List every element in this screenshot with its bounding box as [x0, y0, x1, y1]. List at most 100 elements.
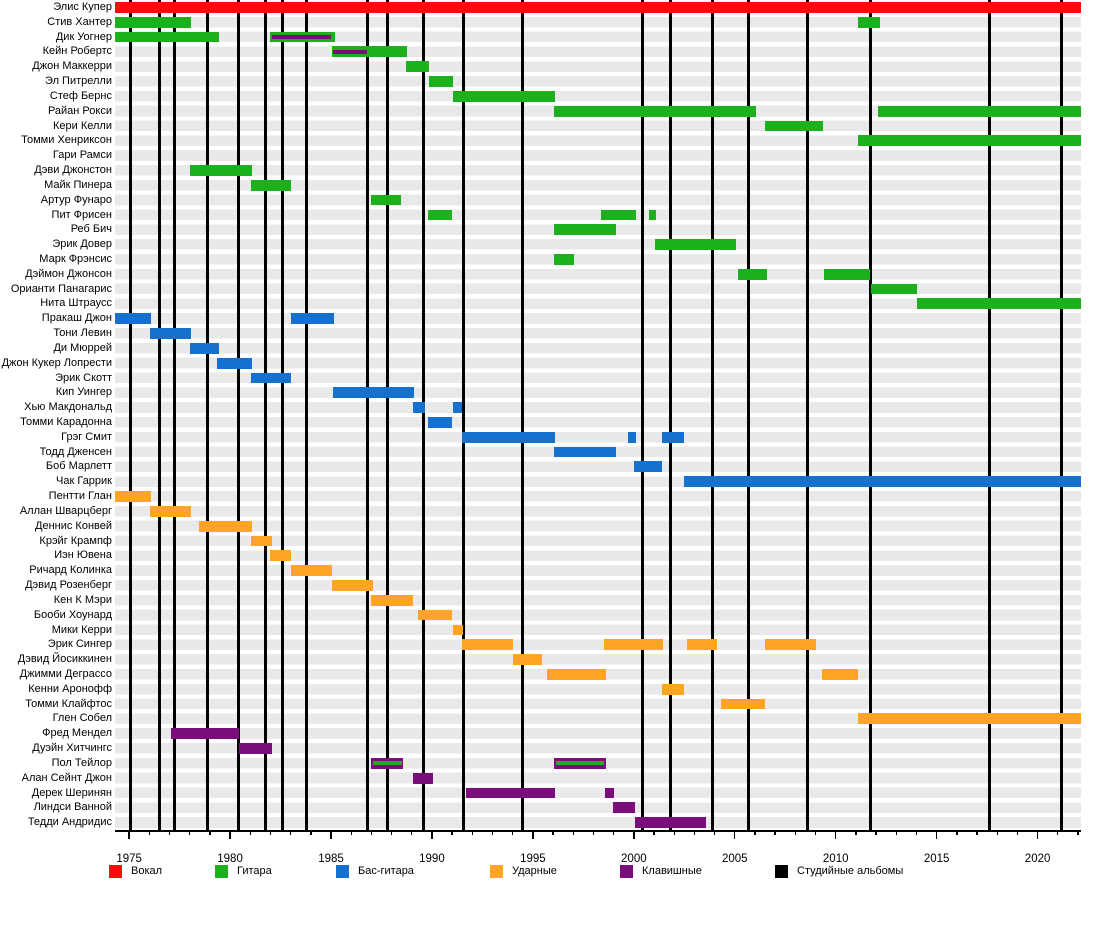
album-line	[305, 0, 309, 830]
member-label: Аллан Шварцберг	[19, 504, 112, 517]
timeline-bar-drums	[821, 668, 858, 680]
legend-label: Студийные альбомы	[797, 865, 904, 877]
member-label: Реб Бич	[70, 223, 112, 236]
member-label: Деннис Конвей	[35, 519, 112, 532]
member-label: Крэйг Крампф	[39, 534, 112, 547]
axis-major-tick	[431, 831, 433, 839]
timeline-bar-guitar	[737, 268, 768, 280]
album-line	[157, 0, 161, 830]
axis-minor-tick	[855, 831, 857, 835]
member-label: Джон Маккерри	[32, 60, 112, 73]
axis-minor-tick	[451, 831, 453, 835]
album-line	[987, 0, 991, 830]
timeline-bar-bass	[554, 446, 616, 458]
member-label: Тони Левин	[53, 327, 112, 340]
timeline-bar-keyboards	[412, 772, 433, 784]
axis-minor-tick	[976, 831, 978, 835]
axis-major-tick	[734, 831, 736, 839]
timeline-bar-drums	[270, 550, 291, 562]
axis-minor-tick	[572, 831, 574, 835]
axis-minor-tick	[693, 831, 696, 835]
axis-minor-tick	[552, 831, 554, 835]
album-line	[173, 0, 177, 830]
timeline-bar-guitar	[823, 268, 871, 280]
member-label: Томми Карадонна	[20, 416, 112, 428]
legend: Вокал Гитара Бас-гитара Ударные Клавишные Сту…	[0, 862, 1100, 886]
member-label: Дэймон Джонсон	[25, 267, 112, 280]
legend-swatch-vocals	[109, 865, 122, 878]
timeline-bar-keyboards	[612, 802, 635, 814]
timeline-bar-guitar	[554, 224, 616, 236]
member-label: Дэви Джонстон	[34, 164, 112, 177]
member-label: Марк Фрэнсис	[39, 252, 112, 265]
timeline-bar-keyboards	[371, 757, 403, 769]
axis-major-tick	[229, 831, 231, 839]
timeline-bar-guitar	[427, 209, 453, 221]
member-label: Грэг Смит	[61, 430, 112, 443]
timeline-bar-bass	[189, 342, 219, 354]
axis-minor-tick	[1057, 831, 1059, 835]
timeline-bar-bass	[462, 431, 556, 443]
timeline-bar-guitar	[115, 31, 219, 43]
timeline-bar-bass	[627, 431, 636, 443]
timeline-bar-guitar	[917, 298, 1081, 310]
timeline-bar-bass	[251, 372, 291, 384]
axis-minor-tick	[491, 831, 494, 835]
member-label: Кенни Аронофф	[28, 682, 112, 695]
axis-minor-tick	[653, 831, 655, 835]
timeline-bar-guitar	[600, 209, 636, 221]
album-line	[206, 0, 210, 830]
timeline-bar-guitar	[251, 179, 291, 191]
legend-label: Вокал	[131, 865, 163, 877]
axis-minor-tick	[996, 831, 998, 835]
timeline-bar-keyboards	[554, 757, 606, 769]
timeline-bar-guitar	[857, 135, 1081, 147]
timeline-bar-keyboards	[466, 787, 556, 799]
timeline-bar-drums	[720, 698, 766, 710]
second-instrument-stripe	[556, 761, 604, 766]
timeline-bar-bass	[427, 417, 453, 428]
legend-label: Клавишные	[642, 865, 702, 877]
legend-swatch-keyboards	[620, 865, 633, 878]
album-line	[461, 0, 465, 830]
axis-minor-tick	[148, 831, 150, 835]
member-label: Боб Марлетт	[45, 460, 112, 473]
axis-minor-tick	[370, 831, 373, 835]
member-label: Стеф Бернс	[49, 89, 112, 102]
timeline-bar-drums	[603, 639, 664, 651]
album-line	[668, 0, 672, 830]
timeline-bar-guitar	[655, 239, 736, 250]
timeline-bar-drums	[765, 639, 816, 651]
axis-minor-tick	[512, 831, 514, 835]
legend-swatch-albums	[775, 865, 788, 878]
legend-swatch-bass	[336, 865, 349, 878]
member-label: Фред Мендел	[42, 727, 112, 740]
timeline-bar-drums	[251, 535, 273, 547]
timeline-bar-bass	[150, 328, 191, 339]
album-line	[641, 0, 645, 830]
member-label: Пол Тейлор	[51, 756, 112, 769]
timeline-bar-keyboards	[604, 787, 614, 799]
plot-area	[115, 0, 1081, 830]
second-instrument-stripe	[373, 761, 402, 766]
timeline-bar-bass	[684, 476, 1081, 488]
timeline-bar-drums	[512, 654, 542, 665]
member-label: Хью Макдональд	[24, 401, 112, 414]
timeline-bar-guitar	[765, 120, 823, 132]
member-label: Джимми Деграссо	[19, 667, 112, 680]
member-label: Гари Рамси	[52, 149, 112, 162]
axis-minor-tick	[774, 831, 776, 835]
timeline-bar-bass	[290, 313, 335, 325]
member-label: Орианти Панагарис	[10, 282, 112, 295]
axis-major-tick	[128, 831, 130, 839]
member-label: Кери Келли	[53, 119, 112, 132]
member-label: Эл Питрелли	[45, 75, 112, 88]
member-label: Эрик Довер	[52, 238, 112, 251]
timeline-bar-bass	[662, 431, 685, 443]
axis-minor-tick	[310, 831, 312, 835]
member-label: Ричард Колинка	[29, 564, 112, 577]
axis-minor-tick	[188, 831, 191, 835]
member-label: Артур Фунаро	[40, 193, 112, 206]
timeline-bar-guitar	[332, 46, 407, 58]
axis-major-tick	[330, 831, 332, 839]
